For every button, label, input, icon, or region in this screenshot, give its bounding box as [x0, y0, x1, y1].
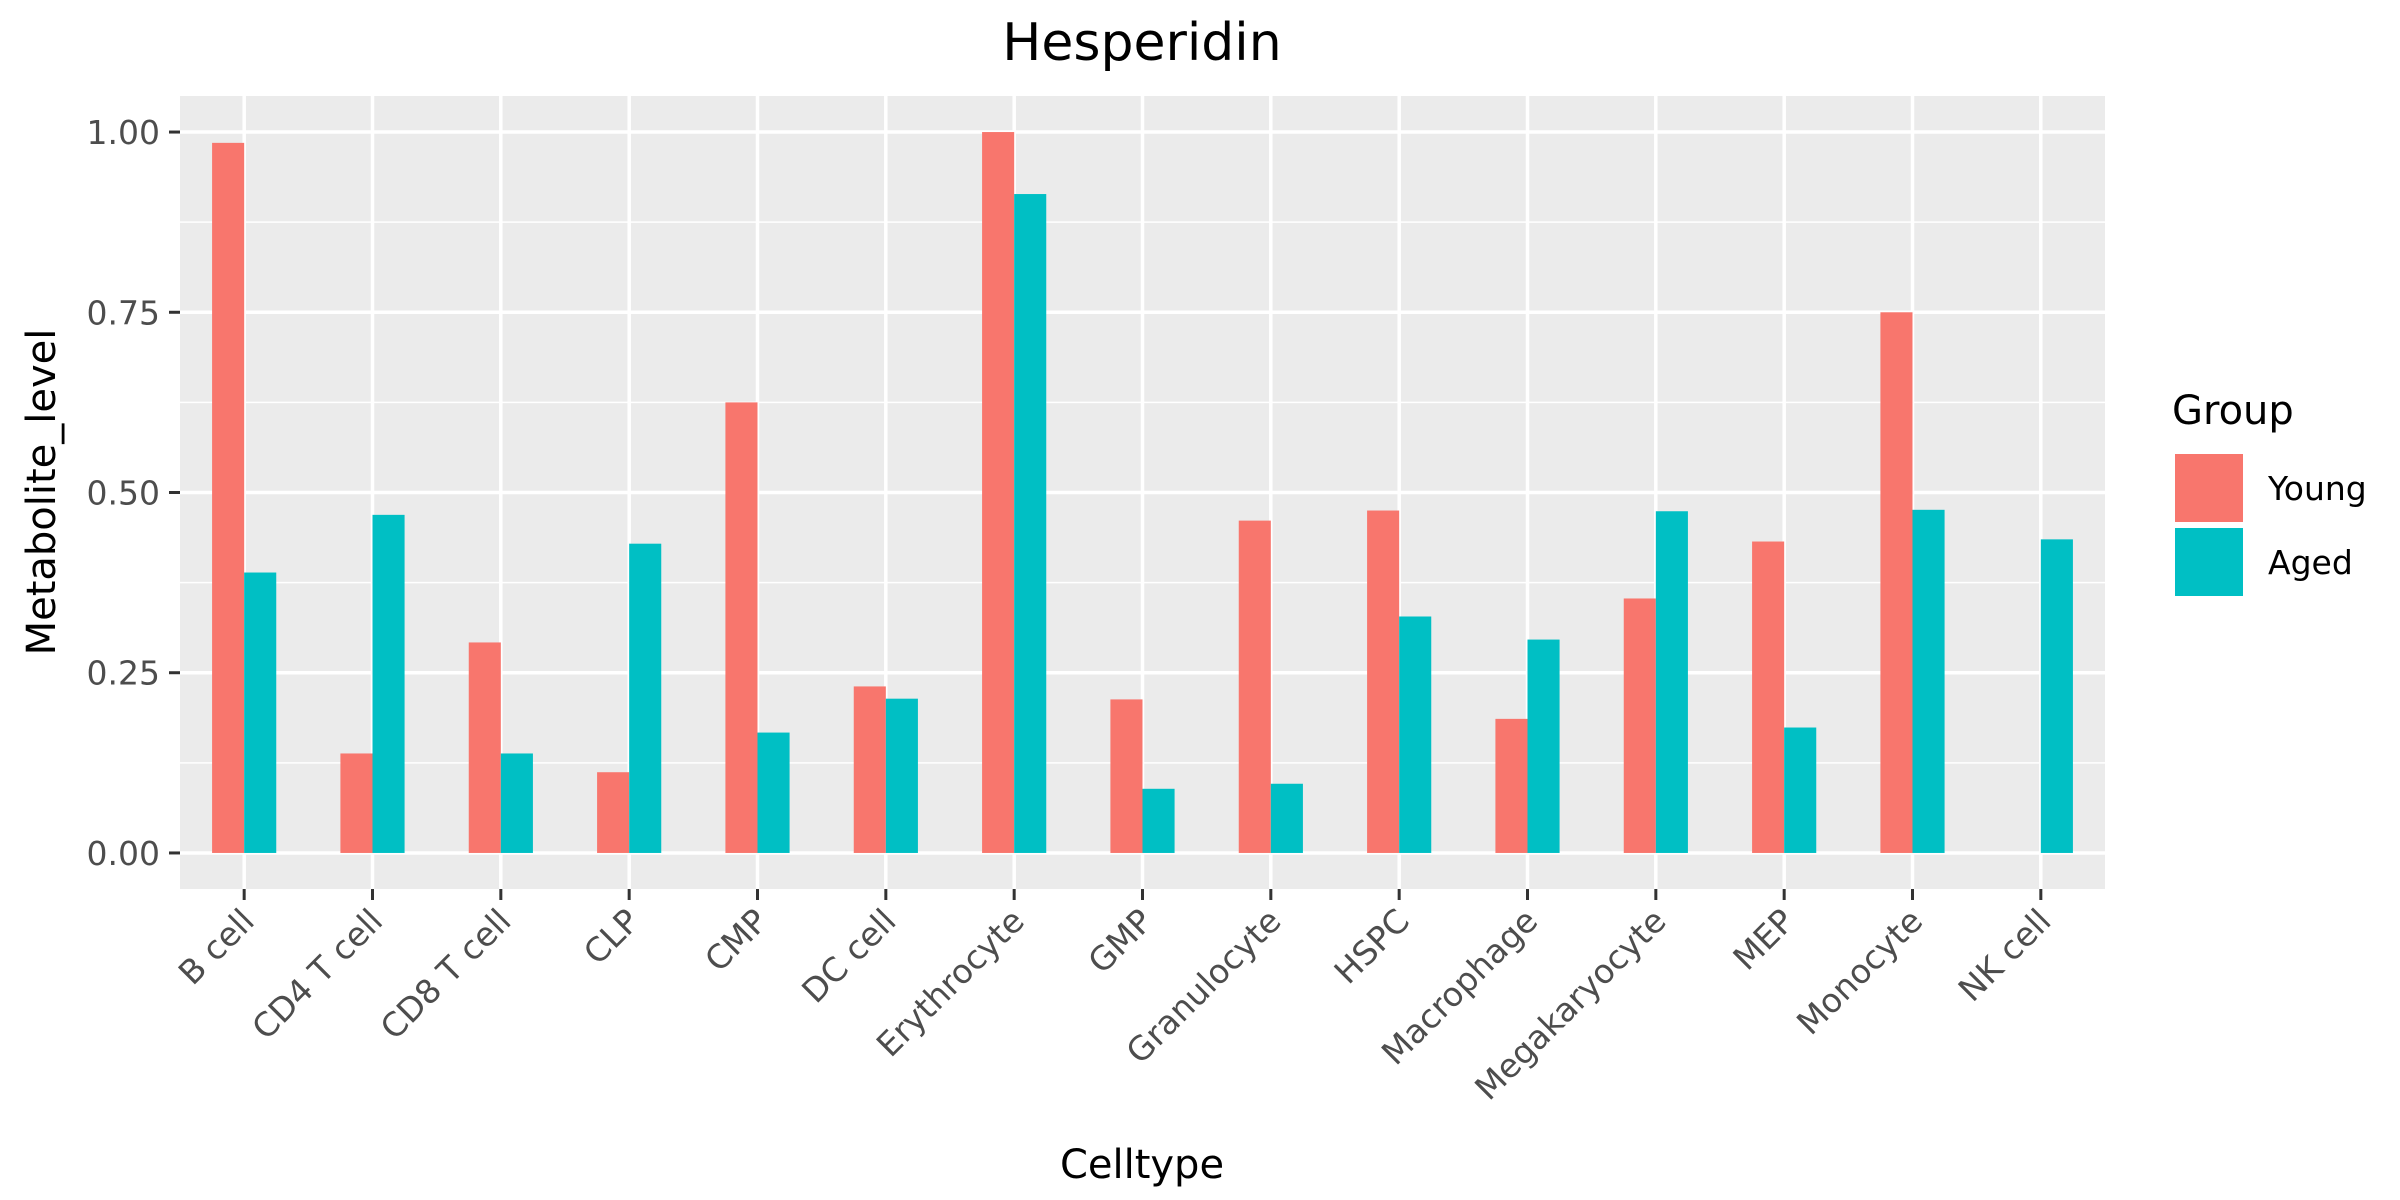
- y-tick-label: 0.00: [87, 834, 160, 873]
- x-tick-label: GMP: [1080, 901, 1160, 981]
- y-axis-title: Metabolite_level: [19, 329, 65, 656]
- x-tick-label: HSPC: [1327, 901, 1417, 991]
- y-tick-label: 0.50: [87, 474, 160, 513]
- bar-aged-b-cell: [244, 572, 277, 853]
- x-tick-label: MEP: [1725, 901, 1802, 978]
- bar-young-mep: [1752, 541, 1785, 853]
- bar-aged-gmp: [1142, 788, 1175, 853]
- bar-aged-cd4-t-cell: [372, 514, 405, 853]
- y-tick-label: 0.25: [87, 654, 160, 693]
- bar-aged-megakaryocyte: [1655, 511, 1688, 853]
- y-tick-label: 0.75: [87, 293, 160, 332]
- bar-young-cd4-t-cell: [340, 753, 373, 853]
- y-axis: 0.00 0.25 0.50 0.75 1.00: [87, 113, 180, 873]
- bar-aged-nk-cell: [2040, 539, 2073, 853]
- y-tick-label: 1.00: [87, 113, 160, 152]
- bar-aged-granulocyte: [1270, 783, 1303, 853]
- bar-aged-clp: [629, 543, 662, 853]
- bar-young-erythrocyte: [982, 132, 1015, 853]
- bar-aged-erythrocyte: [1014, 194, 1047, 853]
- legend-label-young: Young: [2267, 469, 2367, 508]
- bars: [212, 132, 2073, 853]
- bar-aged-cmp: [757, 732, 790, 853]
- bar-young-clp: [597, 772, 630, 853]
- bar-young-monocyte: [1880, 312, 1913, 853]
- x-tick-label: CD8 T cell: [373, 901, 519, 1047]
- x-tick-label: CD4 T cell: [244, 901, 390, 1047]
- x-tick-label: NK cell: [1951, 901, 2059, 1009]
- x-tick-label: B cell: [171, 901, 262, 992]
- bar-aged-cd8-t-cell: [500, 753, 533, 853]
- bar-young-cmp: [725, 402, 758, 853]
- bar-young-cd8-t-cell: [468, 642, 501, 853]
- bar-aged-macrophage: [1527, 639, 1560, 853]
- x-tick-label: CMP: [697, 901, 775, 979]
- x-axis-title: Celltype: [1060, 1142, 1224, 1188]
- bar-aged-hspc: [1399, 616, 1432, 853]
- legend-title: Group: [2172, 388, 2294, 434]
- chart-title: Hesperidin: [1002, 13, 1281, 73]
- bar-young-dc-cell: [853, 686, 886, 853]
- legend-key-aged: [2175, 528, 2243, 596]
- bar-aged-monocyte: [1912, 509, 1945, 853]
- legend-label-aged: Aged: [2268, 543, 2353, 582]
- x-tick-label: DC cell: [794, 901, 903, 1010]
- bar-young-macrophage: [1495, 718, 1528, 853]
- x-tick-label: Monocyte: [1789, 901, 1930, 1042]
- bar-aged-mep: [1784, 727, 1817, 853]
- bar-young-granulocyte: [1238, 520, 1271, 853]
- bar-aged-dc-cell: [885, 698, 918, 853]
- bar-young-gmp: [1110, 699, 1143, 853]
- bar-young-b-cell: [212, 142, 245, 853]
- bar-young-hspc: [1367, 510, 1400, 853]
- legend-key-young: [2175, 454, 2243, 522]
- legend: Group Young Aged: [2172, 388, 2367, 596]
- x-tick-label: CLP: [576, 901, 647, 972]
- bar-young-megakaryocyte: [1623, 598, 1656, 853]
